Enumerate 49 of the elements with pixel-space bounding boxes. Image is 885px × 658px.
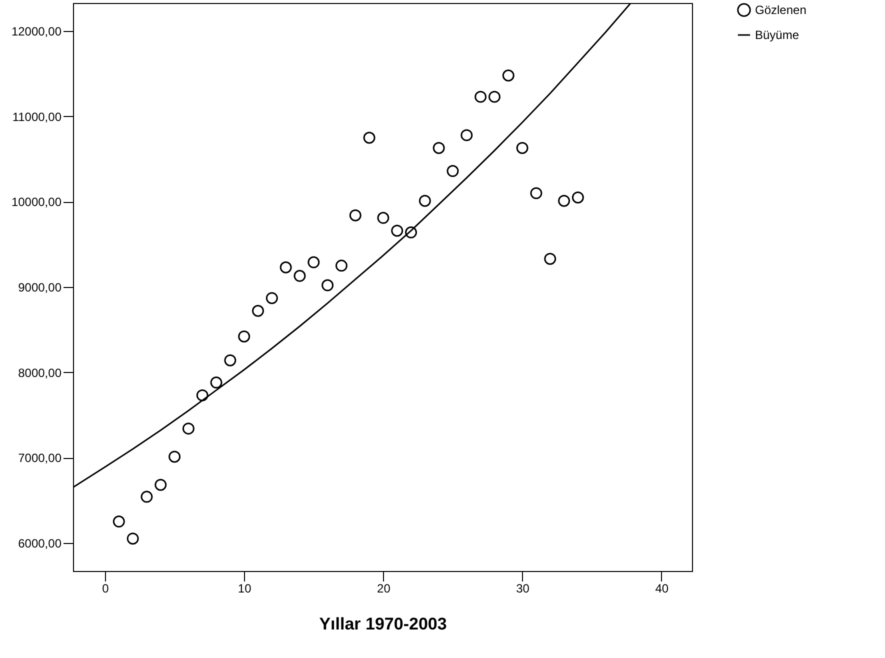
legend-label: Gözlenen — [755, 3, 806, 17]
x-tick-label: 10 — [238, 582, 252, 596]
point — [252, 304, 264, 317]
x-tick-label: 20 — [377, 582, 391, 596]
point — [544, 252, 556, 265]
point — [391, 224, 404, 237]
point — [405, 226, 418, 238]
y-tick-label: 12000,00 — [11, 24, 62, 39]
point — [154, 478, 167, 491]
x-tick-label: 40 — [655, 582, 669, 596]
point — [432, 142, 445, 154]
point — [210, 376, 222, 389]
point — [474, 90, 487, 103]
y-tick-label: 7000,00 — [18, 451, 62, 466]
point — [377, 212, 390, 224]
point — [446, 165, 459, 177]
point — [280, 261, 292, 274]
point — [238, 330, 250, 342]
point — [294, 270, 306, 282]
point — [488, 90, 500, 103]
point — [558, 194, 570, 207]
point — [322, 279, 334, 292]
point — [349, 209, 362, 222]
point — [140, 490, 153, 503]
y-tick-label: 8000,00 — [18, 366, 62, 380]
point — [196, 389, 208, 402]
point — [126, 532, 139, 545]
point — [516, 142, 528, 154]
point — [418, 194, 431, 207]
point — [530, 187, 542, 200]
y-tick-label: 6000,00 — [18, 536, 62, 550]
y-tick-label: 9000,00 — [18, 280, 62, 294]
x-tick-label: 0 — [102, 582, 110, 596]
x-tick-label: 30 — [516, 582, 530, 596]
y-tick-label: 11000,00 — [12, 110, 62, 124]
point — [335, 260, 348, 272]
point — [182, 422, 194, 435]
point — [308, 256, 320, 268]
point — [266, 292, 278, 304]
point — [502, 70, 514, 82]
point — [168, 450, 181, 463]
point — [572, 191, 584, 204]
point — [363, 132, 376, 144]
point — [112, 516, 125, 528]
point — [224, 354, 236, 366]
x-axis-title: Yıllar 1970-2003 — [319, 614, 447, 634]
y-tick-label: 10000,00 — [11, 195, 62, 210]
legend-label: Büyüme — [755, 28, 800, 42]
point — [460, 129, 473, 142]
